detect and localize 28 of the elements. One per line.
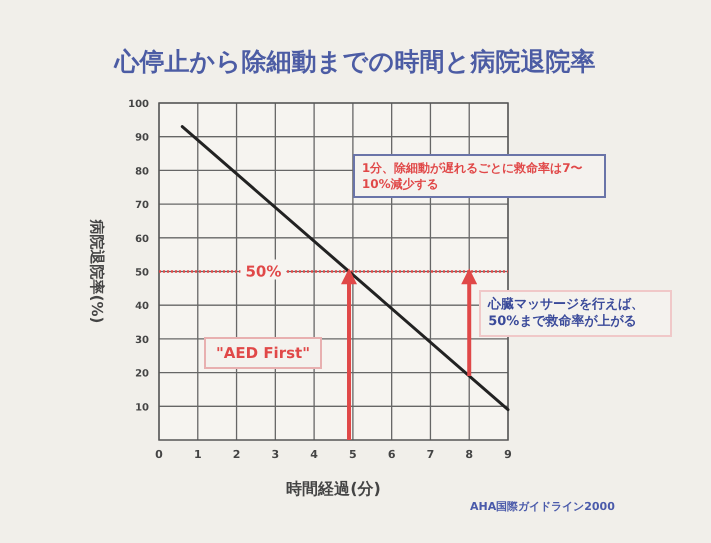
- x-tick-label: 6: [388, 448, 396, 461]
- y-tick-label: 20: [135, 368, 150, 380]
- y-tick-label: 70: [135, 200, 150, 212]
- x-tick-label: 5: [349, 448, 357, 461]
- x-tick-label: 1: [194, 448, 202, 461]
- x-tick-label: 0: [155, 448, 164, 461]
- annotation: 心臓マッサージを行えば、50%まで救命率が上がる: [479, 290, 672, 337]
- y-tick-label: 60: [135, 234, 150, 245]
- y-tick-label: 100: [128, 99, 150, 110]
- x-tick-label: 2: [232, 448, 240, 461]
- text: AHA国際ガイドライン2000: [470, 500, 616, 515]
- y-tick-label: 90: [135, 132, 150, 144]
- y-tick-label: 50: [135, 268, 150, 278]
- y-tick-label: 40: [135, 301, 150, 312]
- ref-line-label: 50%: [245, 262, 282, 280]
- x-tick-label: 3: [272, 448, 280, 461]
- y-tick-label: 30: [135, 334, 150, 346]
- chart-title: 心停止から除細動までの時間と病院退院率: [114, 47, 596, 76]
- annotation: 1分、除細動が遅れるごとに救命率は7〜10%減少する: [352, 154, 606, 198]
- x-tick-label: 8: [465, 448, 474, 461]
- x-tick-label: 4: [310, 448, 318, 461]
- y-tick-label: 80: [135, 166, 150, 178]
- x-axis-title: 時間経過(分): [286, 479, 381, 498]
- x-tick-label: 9: [504, 448, 512, 461]
- annotation: "AED First": [204, 336, 322, 369]
- y-tick-label: 10: [135, 402, 150, 414]
- x-tick-label: 7: [426, 448, 434, 461]
- y-axis-title: 病院退院率(%): [88, 218, 106, 324]
